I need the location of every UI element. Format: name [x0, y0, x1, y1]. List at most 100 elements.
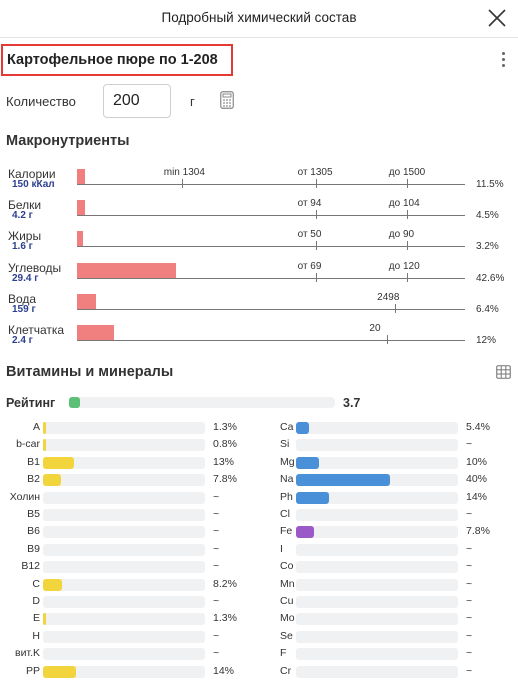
macro-tick	[315, 273, 317, 282]
nutrient-name: Na	[280, 473, 294, 486]
nutrient-bar	[43, 509, 205, 521]
macro-axis-line	[77, 340, 465, 341]
macro-row: Клетчатка 2.4 г 20 12%	[0, 323, 518, 355]
macro-row: Белки 4.2 г от 94 до 104 4.5%	[0, 198, 518, 230]
nutrient-row: Cu ~	[0, 595, 518, 609]
macro-tick-label: от 69	[297, 261, 322, 272]
nutrient-name: Co	[280, 560, 294, 573]
nutrient-percent: ~	[466, 595, 473, 607]
nutrient-percent: ~	[213, 629, 220, 642]
rating-value: 3.7	[343, 396, 361, 410]
macro-bar	[77, 200, 85, 216]
macro-axis-line	[77, 309, 465, 310]
nutrient-percent: 14%	[466, 490, 488, 503]
nutrient-row: A 1.3%	[0, 421, 518, 435]
nutrient-bar	[296, 456, 458, 469]
rating-bar	[69, 397, 335, 408]
nutrient-percent: ~	[466, 542, 473, 555]
nutrient-percent: 14%	[213, 664, 235, 677]
nutrient-percent: 5.4%	[466, 421, 490, 433]
nutrient-row: B9 ~	[0, 543, 518, 557]
nutrient-name: Cu	[280, 595, 294, 607]
macro-name: Калории	[8, 167, 56, 181]
more-options-icon[interactable]	[498, 52, 508, 70]
nutrient-row: Si ~	[0, 438, 518, 452]
nutrient-percent: ~	[466, 647, 473, 660]
nutrient-name: Ph	[280, 490, 293, 503]
macro-tick-label: до 104	[388, 198, 420, 209]
nutrient-bar-fill	[296, 456, 320, 469]
close-button[interactable]	[484, 5, 510, 31]
macro-tick-label: до 90	[388, 229, 415, 240]
close-icon	[488, 9, 506, 27]
macro-tick-label: min 1304	[163, 167, 205, 178]
nutrient-name: E	[32, 612, 40, 625]
vitamins-title: Витамины и минералы	[6, 364, 174, 380]
macro-axis-line	[77, 215, 465, 216]
nutrient-name: Se	[280, 629, 293, 642]
macro-value: 29.4 г	[12, 273, 39, 284]
calculator-icon[interactable]	[220, 91, 234, 109]
nutrient-row: F ~	[0, 647, 518, 661]
nutrient-name: Cl	[280, 508, 290, 520]
nutrient-name: B2	[27, 473, 40, 486]
nutrient-bar-fill	[43, 665, 76, 678]
nutrient-row: Холин ~	[0, 491, 518, 505]
macro-tick-label: 2498	[377, 292, 400, 303]
nutrient-percent: 0.8%	[213, 438, 237, 451]
nutrient-bar	[43, 596, 205, 608]
nutrient-bar-fill	[43, 439, 46, 452]
nutrient-percent: ~	[213, 490, 220, 503]
nutrient-percent: ~	[213, 560, 220, 573]
nutrient-percent: ~	[466, 629, 473, 642]
nutrient-bar	[43, 543, 205, 556]
nutrient-bar	[43, 474, 205, 487]
macro-tick	[406, 179, 408, 188]
quantity-input[interactable]	[103, 84, 171, 118]
nutrient-bar	[296, 648, 458, 661]
nutrient-percent: 1.3%	[213, 421, 237, 433]
nutrient-row: I ~	[0, 543, 518, 557]
nutrient-bar-fill	[296, 422, 309, 434]
macro-name: Жиры	[8, 229, 42, 243]
nutrient-bar	[296, 474, 458, 487]
nutrient-name: Fe	[280, 525, 293, 538]
nutrient-row: D ~	[0, 595, 518, 609]
nutrient-bar-fill	[296, 526, 315, 539]
nutrient-bar	[296, 509, 458, 521]
macro-axis-line	[77, 184, 465, 185]
nutrient-percent: ~	[466, 664, 473, 677]
nutrient-bar	[43, 578, 205, 591]
nutrient-bar	[43, 422, 205, 434]
nutrient-name: Mn	[280, 577, 295, 590]
macro-value: 4.2 г	[12, 210, 33, 221]
nutrient-row: Fe 7.8%	[0, 525, 518, 539]
nutrient-name: I	[280, 542, 283, 555]
macro-value: 150 кКал	[12, 179, 55, 190]
macro-name: Углеводы	[8, 261, 62, 275]
table-icon[interactable]	[496, 365, 511, 379]
macro-tick	[315, 179, 317, 188]
nutrient-row: Na 40%	[0, 473, 518, 487]
nutrient-bar	[43, 630, 205, 643]
macro-percent: 12%	[476, 335, 497, 346]
nutrient-bar-fill	[43, 456, 74, 469]
nutrient-bar-fill	[43, 613, 47, 626]
nutrient-bar	[296, 543, 458, 556]
dialog-header: Подробный химический состав	[0, 0, 518, 38]
nutrient-bar	[296, 561, 458, 574]
nutrient-row: Cr ~	[0, 665, 518, 679]
nutrient-name: PP	[25, 664, 40, 677]
quantity-unit: г	[190, 94, 195, 109]
nutrient-bar	[296, 613, 458, 626]
nutrient-percent: ~	[466, 577, 473, 590]
nutrient-bar	[43, 665, 205, 678]
nutrient-row: H ~	[0, 630, 518, 644]
macro-axis-line	[77, 278, 465, 279]
nutrient-name: D	[32, 595, 40, 607]
macro-value: 1.6 г	[12, 241, 33, 252]
nutrient-bar	[43, 613, 205, 626]
nutrient-percent: 7.8%	[466, 525, 490, 538]
macros-title: Макронутриенты	[6, 133, 130, 149]
nutrient-bar	[296, 578, 458, 591]
